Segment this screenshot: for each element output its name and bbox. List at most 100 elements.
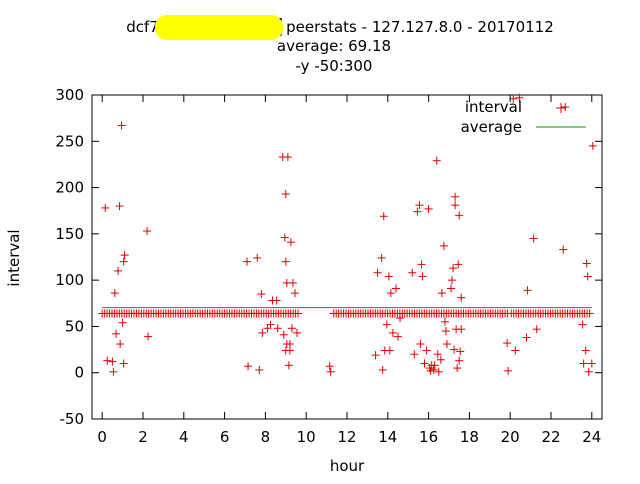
interval-point — [432, 156, 441, 165]
interval-point — [434, 367, 443, 376]
plot-frame — [91, 94, 603, 420]
interval-point — [430, 361, 439, 370]
interval-point — [532, 325, 541, 334]
title-line-3: -y -50:300 — [296, 57, 373, 75]
x-tick-label: 12 — [337, 428, 356, 446]
interval-point — [288, 278, 297, 287]
x-tick-label: 14 — [378, 428, 397, 446]
interval-point — [504, 366, 513, 375]
interval-point — [108, 357, 117, 366]
y-tick-label: 50 — [65, 317, 84, 335]
interval-point — [109, 367, 118, 376]
interval-point — [457, 293, 466, 302]
interval-point — [255, 365, 264, 374]
interval-point — [584, 367, 593, 376]
interval-point — [420, 359, 429, 368]
interval-points — [98, 93, 597, 376]
x-tick-label: 10 — [297, 428, 316, 446]
interval-point — [272, 296, 281, 305]
interval-point — [287, 324, 296, 333]
interval-point — [418, 272, 427, 281]
interval-point — [117, 121, 126, 130]
interval-point — [410, 350, 419, 359]
x-axis-label: hour — [330, 457, 365, 475]
interval-point — [450, 345, 459, 354]
interval-point — [422, 346, 431, 355]
interval-point — [456, 347, 465, 356]
interval-point — [391, 284, 400, 293]
interval-point — [257, 290, 266, 299]
interval-point — [377, 253, 386, 262]
interval-point — [559, 245, 568, 254]
interval-point — [118, 318, 127, 327]
x-tick-label: 20 — [501, 428, 520, 446]
interval-point — [579, 359, 588, 368]
x-tick-label: 18 — [460, 428, 479, 446]
interval-point — [144, 332, 153, 341]
interval-point — [415, 201, 424, 210]
interval-point — [451, 201, 460, 210]
interval-point — [587, 359, 596, 368]
legend-label-average: average — [461, 118, 522, 136]
interval-point — [588, 141, 597, 150]
interval-point — [447, 284, 456, 293]
interval-point — [385, 346, 394, 355]
interval-point — [453, 364, 462, 373]
interval-point — [119, 257, 128, 266]
interval-point — [581, 346, 590, 355]
interval-point — [433, 350, 442, 359]
x-tick-label: 22 — [541, 428, 560, 446]
interval-point — [511, 346, 520, 355]
interval-point — [442, 340, 451, 349]
interval-point — [281, 190, 290, 199]
interval-point — [455, 211, 464, 220]
y-tick-label: -50 — [60, 410, 85, 428]
interval-point — [457, 325, 466, 334]
interval-point — [441, 327, 450, 336]
interval-point — [561, 103, 570, 112]
interval-point — [244, 362, 253, 371]
interval-point — [515, 93, 524, 102]
redaction-block — [155, 15, 283, 40]
interval-point — [371, 351, 380, 360]
y-axis-label: interval — [5, 229, 23, 286]
interval-point — [436, 355, 445, 364]
interval-point — [523, 286, 532, 295]
x-tick-label: 0 — [97, 428, 107, 446]
interval-point — [388, 328, 397, 337]
interval-point — [384, 272, 393, 281]
interval-point — [325, 362, 334, 371]
interval-point — [116, 340, 125, 349]
interval-point — [119, 359, 128, 368]
interval-point — [440, 317, 449, 326]
y-tick-label: 150 — [55, 225, 84, 243]
interval-point — [290, 289, 299, 298]
interval-point — [455, 356, 464, 365]
interval-point — [101, 203, 110, 212]
interval-point — [266, 320, 275, 329]
x-tick-label: 16 — [419, 428, 438, 446]
interval-point — [396, 314, 405, 323]
interval-point — [143, 227, 152, 236]
interval-point — [424, 204, 433, 213]
interval-point — [451, 192, 460, 201]
interval-point — [509, 94, 518, 103]
interval-point — [279, 330, 288, 339]
interval-point — [379, 212, 388, 221]
baseline-point — [585, 309, 594, 318]
legend-marker-interval — [556, 103, 566, 113]
baseline-point — [294, 309, 303, 318]
interval-point — [258, 328, 267, 337]
legend-label-interval: interval — [465, 98, 522, 116]
interval-point — [286, 238, 295, 247]
y-tick-label: 250 — [55, 132, 84, 150]
interval-point — [413, 207, 422, 216]
y-tick-label: 300 — [55, 86, 84, 104]
interval-point — [115, 202, 124, 211]
interval-point — [394, 332, 402, 341]
interval-point — [503, 339, 512, 348]
interval-point — [103, 356, 112, 365]
interval-point — [253, 253, 262, 262]
y-tick-label: 100 — [55, 271, 84, 289]
